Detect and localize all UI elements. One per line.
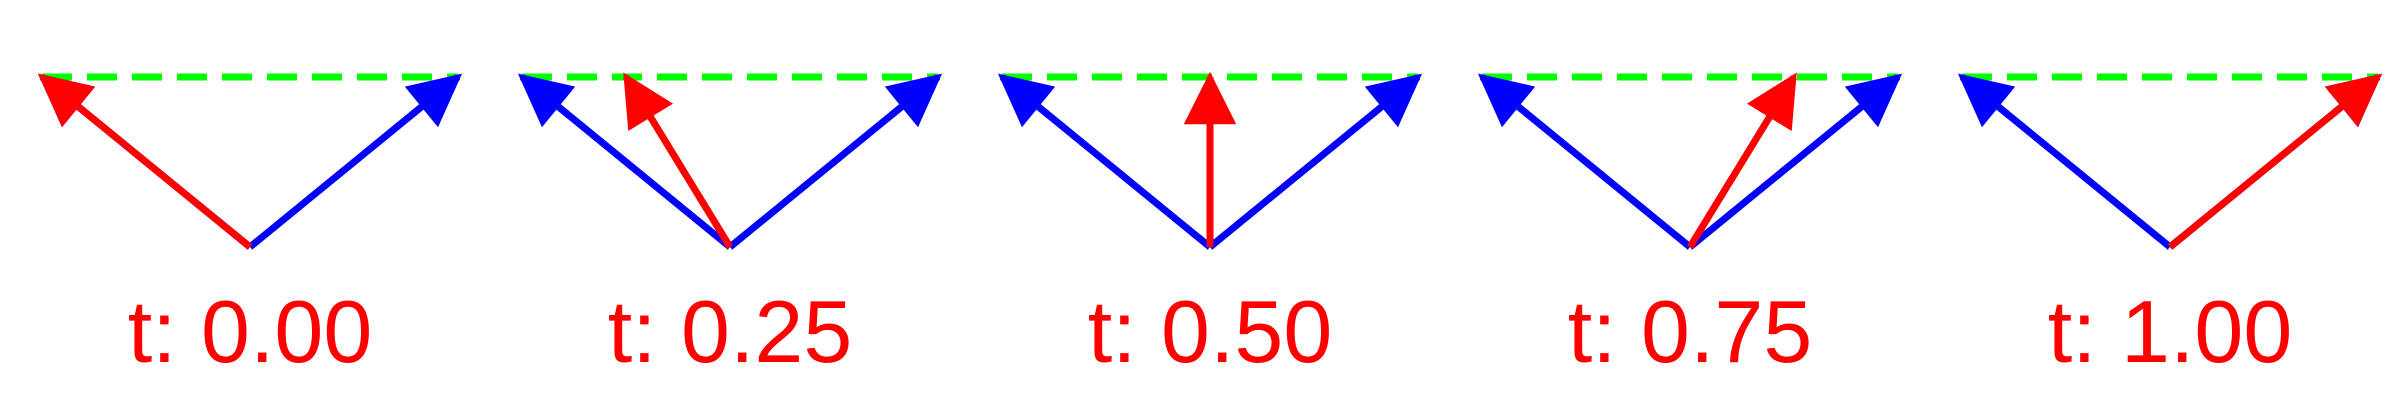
t-value-label: t: 0.75: [1568, 282, 1813, 381]
t-value-label: t: 0.50: [1088, 282, 1333, 381]
base-vector-b-arrow: [1207, 73, 1423, 250]
t-value-label: t: 0.25: [608, 282, 853, 381]
interpolated-vector-arrow: [2167, 73, 2383, 250]
panel-t-1: t: 0.25: [517, 72, 943, 381]
panel-t-3: t: 0.75: [1477, 72, 1903, 381]
base-vector-a-arrow: [1957, 73, 2173, 250]
panel-t-4: t: 1.00: [1957, 73, 2383, 381]
base-vector-a-arrow: [517, 73, 733, 250]
base-vector-a-arrow: [997, 73, 1213, 250]
interpolated-vector-arrow: [623, 72, 733, 249]
base-vector-b-arrow: [247, 73, 463, 250]
base-vector-b-arrow: [1687, 73, 1903, 250]
interpolated-vector-arrow: [1687, 72, 1797, 249]
interpolated-vector-arrow: [37, 73, 253, 250]
base-vector-b-arrow: [727, 73, 943, 250]
base-vector-a-arrow: [1477, 73, 1693, 250]
t-value-label: t: 0.00: [128, 282, 373, 381]
panel-t-2: t: 0.50: [997, 71, 1423, 381]
panel-t-0: t: 0.00: [37, 73, 463, 381]
t-value-label: t: 1.00: [2048, 282, 2293, 381]
